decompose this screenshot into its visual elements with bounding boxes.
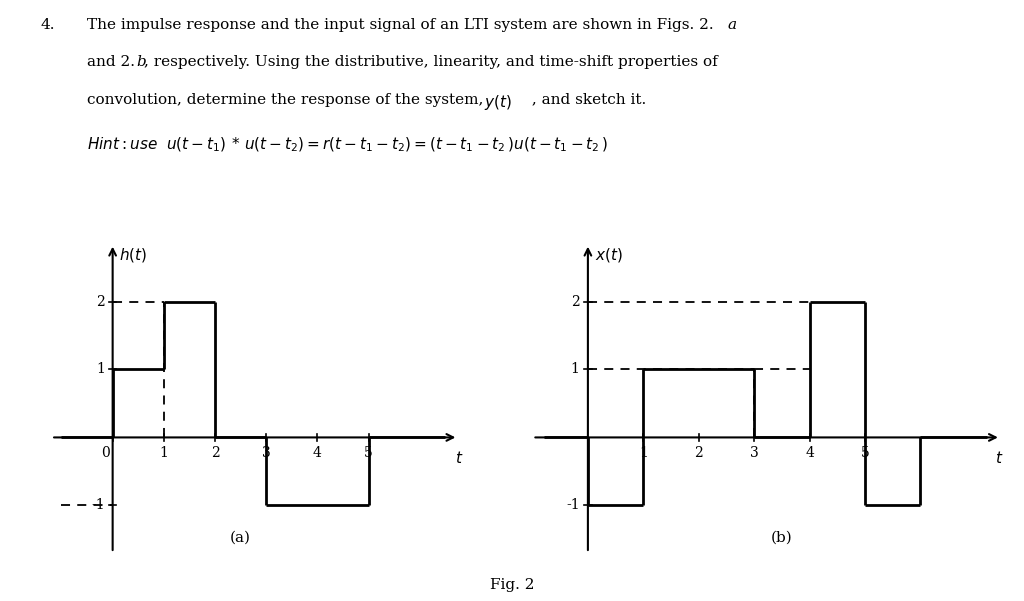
Text: 5: 5: [365, 447, 373, 460]
Text: , and sketch it.: , and sketch it.: [527, 93, 646, 106]
Text: 4: 4: [313, 447, 322, 460]
Text: 4.: 4.: [41, 18, 55, 32]
Text: 2: 2: [96, 294, 104, 308]
Text: The impulse response and the input signal of an LTI system are shown in Figs. 2.: The impulse response and the input signa…: [87, 18, 714, 32]
Text: $t$: $t$: [455, 450, 463, 466]
Text: 2: 2: [211, 447, 219, 460]
Text: 2: 2: [570, 294, 580, 308]
Text: -1: -1: [566, 498, 580, 513]
Text: 3: 3: [262, 447, 270, 460]
Text: (b): (b): [771, 531, 793, 545]
Text: 0: 0: [101, 447, 111, 460]
Text: , respectively. Using the distributive, linearity, and time-shift properties of: , respectively. Using the distributive, …: [144, 55, 718, 69]
Text: $t$: $t$: [995, 450, 1004, 466]
Text: b: b: [136, 55, 146, 69]
Text: $x(t)$: $x(t)$: [595, 246, 623, 264]
Text: 4: 4: [805, 447, 814, 460]
Text: Fig. 2: Fig. 2: [489, 578, 535, 592]
Text: a: a: [727, 18, 736, 32]
Text: $y(t)$: $y(t)$: [484, 93, 512, 112]
Text: and 2.: and 2.: [87, 55, 135, 69]
Text: 1: 1: [639, 447, 648, 460]
Text: 1: 1: [96, 362, 104, 376]
Text: $h(t)$: $h(t)$: [119, 246, 147, 264]
Text: 2: 2: [694, 447, 703, 460]
Text: -1: -1: [91, 498, 104, 513]
Text: $\mathbf{\mathit{Hint: use\ \ u(t-t_1)\,*\,u(t-t_2) = r(t-t_1-t_2) = (t-t_1-t_2\: $\mathbf{\mathit{Hint: use\ \ u(t-t_1)\,…: [87, 135, 608, 154]
Text: (a): (a): [230, 531, 251, 545]
Text: 1: 1: [570, 362, 580, 376]
Text: 3: 3: [750, 447, 759, 460]
Text: 5: 5: [860, 447, 869, 460]
Text: 1: 1: [160, 447, 168, 460]
Text: convolution, determine the response of the system,: convolution, determine the response of t…: [87, 93, 488, 106]
